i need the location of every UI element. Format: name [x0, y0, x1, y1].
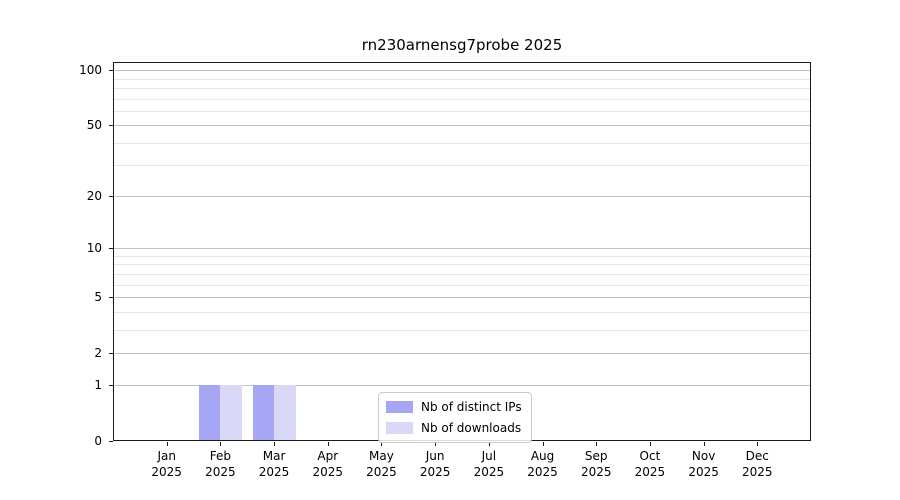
plot-area [113, 62, 811, 441]
x-tick-label: May 2025 [366, 449, 397, 479]
x-tick-label: Sep 2025 [580, 449, 612, 479]
y-tick-label: 20 [86, 189, 102, 204]
minor-gridline [114, 98, 810, 100]
y-tick-label: 2 [94, 345, 102, 360]
x-tick-label: Nov 2025 [688, 449, 719, 479]
legend-label-downloads: Nb of downloads [421, 421, 522, 435]
y-tick [109, 248, 113, 250]
minor-gridline [114, 256, 810, 257]
major-gridline [114, 70, 810, 72]
y-tick [109, 352, 113, 354]
minor-gridline [114, 78, 810, 80]
x-tick-label: Apr 2025 [312, 449, 344, 479]
major-gridline [114, 297, 810, 299]
y-tick [109, 196, 113, 198]
y-tick [109, 441, 113, 442]
legend-entry-distinct-ips: Nb of distinct IPs [386, 398, 522, 416]
minor-gridline [114, 311, 810, 313]
y-tick [109, 385, 113, 387]
x-tick-label: Mar 2025 [258, 449, 290, 479]
legend-label-distinct-ips: Nb of distinct IPs [421, 400, 522, 414]
major-gridline [114, 352, 810, 354]
x-tick [488, 442, 490, 446]
x-tick-label: Aug 2025 [527, 449, 558, 479]
minor-gridline [114, 165, 810, 167]
x-tick-label: Oct 2025 [634, 449, 666, 479]
y-tick [109, 70, 113, 72]
x-tick [542, 442, 544, 446]
x-tick [274, 442, 276, 446]
x-tick [166, 442, 168, 446]
minor-gridline [114, 87, 810, 89]
y-tick-label: 5 [94, 290, 102, 305]
y-tick-label: 1 [94, 378, 102, 393]
x-tick-label: Jul 2025 [473, 449, 505, 479]
legend-entry-downloads: Nb of downloads [386, 419, 522, 437]
minor-gridline [114, 264, 810, 266]
minor-gridline [114, 110, 810, 112]
y-tick-label: 100 [79, 63, 102, 78]
y-tick-label: 10 [86, 241, 102, 256]
major-gridline [114, 385, 810, 387]
x-tick-label: Feb 2025 [205, 449, 236, 479]
major-gridline [114, 196, 810, 198]
minor-gridline [114, 142, 810, 144]
y-tick [109, 297, 113, 299]
y-tick-label: 0 [94, 434, 102, 448]
x-tick [435, 442, 437, 446]
major-gridline [114, 125, 810, 127]
x-tick [381, 442, 383, 446]
y-tick [109, 125, 113, 127]
x-tick [649, 442, 651, 446]
bar-mar-downloads [274, 385, 296, 440]
bar-feb-ips [198, 385, 221, 440]
x-tick-label: Jun 2025 [419, 449, 451, 479]
y-tick-label: 50 [86, 118, 102, 133]
x-tick [757, 442, 759, 446]
bar-mar-ips [252, 385, 275, 440]
x-tick [327, 442, 329, 446]
x-tick [220, 442, 222, 446]
legend-swatch-distinct-ips [386, 401, 413, 413]
x-tick-label: Dec 2025 [742, 449, 773, 479]
minor-gridline [114, 284, 810, 286]
bar-feb-downloads [220, 385, 242, 440]
minor-gridline [114, 273, 810, 275]
legend: Nb of distinct IPs Nb of downloads [378, 392, 532, 443]
x-tick-label: Jan 2025 [151, 449, 182, 479]
legend-swatch-downloads [386, 422, 413, 434]
minor-gridline [114, 329, 810, 331]
x-tick [596, 442, 598, 446]
x-tick [703, 442, 705, 446]
major-gridline [114, 248, 810, 250]
chart-title: rn230arnensg7probe 2025 [361, 36, 563, 54]
